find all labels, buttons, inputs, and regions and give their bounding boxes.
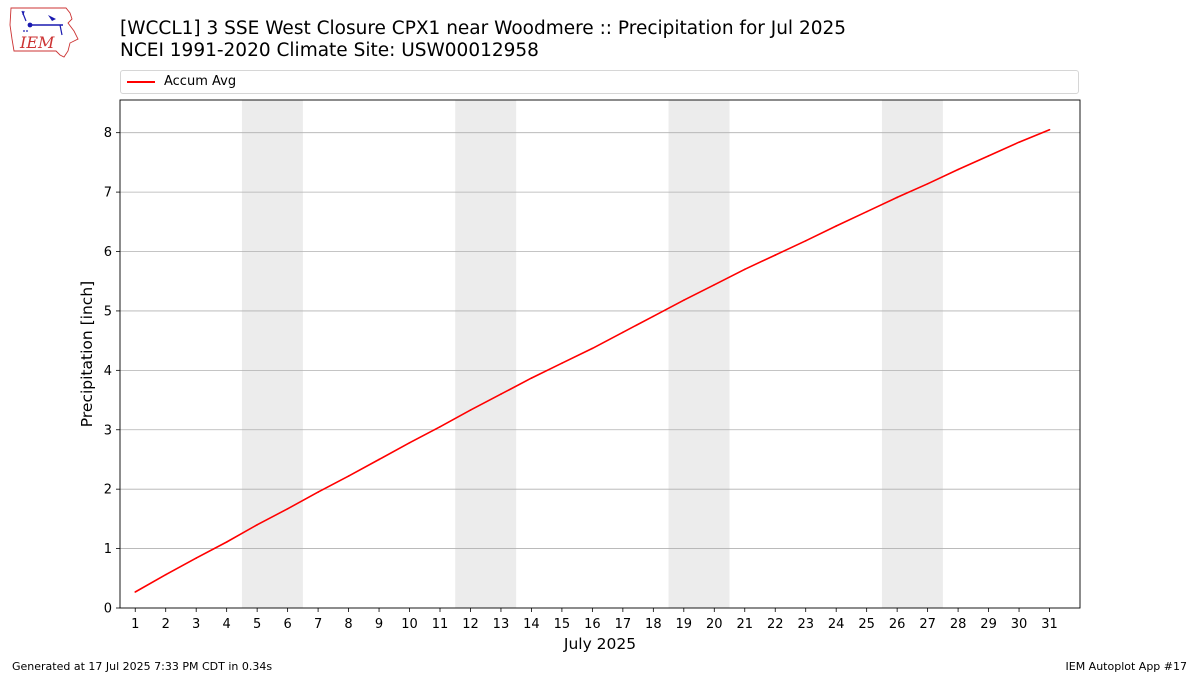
x-tick-label: 7 [314,617,322,632]
iem-logo: IEM [9,7,79,58]
data-point [774,254,777,256]
data-point [896,196,898,199]
data-point [1048,128,1051,131]
data-point [134,591,137,593]
data-point [622,331,624,334]
title-line-1: [WCCL1] 3 SSE West Closure CPX1 near Woo… [120,18,847,39]
x-tick-label: 20 [706,617,723,632]
data-point [683,299,685,302]
generated-timestamp: Generated at 17 Jul 2025 7:33 PM CDT in … [12,660,273,673]
x-tick-label: 8 [344,617,352,632]
data-point [408,442,411,444]
y-axis-label: Precipitation [inch] [78,281,96,427]
x-tick-label: 30 [1011,617,1028,632]
x-tick-label: 16 [584,617,601,632]
x-tick-label: 18 [645,617,662,632]
weekend-band [881,100,943,608]
title-line-2: NCEI 1991-2020 Climate Site: USW00012958 [120,40,539,61]
y-tick-label: 6 [104,245,112,260]
x-tick-label: 23 [797,617,814,632]
x-tick-label: 15 [554,617,571,632]
data-point [286,507,289,510]
weekend-band [241,100,303,608]
x-tick-label: 12 [462,617,479,632]
x-tick-label: 22 [767,617,784,632]
data-point [804,240,807,242]
data-point [926,182,929,185]
weekend-band [668,100,730,608]
y-tick-label: 4 [104,364,112,379]
legend: Accum Avg [120,70,1079,94]
data-point [347,475,350,477]
y-tick-label: 1 [104,542,112,557]
data-point [743,268,746,271]
data-point [713,283,716,286]
plot-frame [119,99,1081,609]
x-axis-label: July 2025 [563,635,636,653]
x-tick-label: 2 [162,617,170,632]
data-point [652,315,655,318]
data-point [530,377,533,379]
data-point [256,524,258,526]
legend-swatch [127,81,155,83]
y-tick-label: 8 [104,126,112,141]
data-point [591,347,594,350]
x-tick-label: 29 [980,617,997,632]
data-point [378,458,380,461]
y-tick-label: 2 [104,483,112,498]
x-tick-label: 13 [493,617,510,632]
logo-text: IEM [19,33,55,52]
data-point [500,393,502,395]
data-point [561,362,563,365]
chart-title: [WCCL1] 3 SSE West Closure CPX1 near Woo… [120,18,846,62]
data-point [865,210,868,213]
data-point [225,541,228,543]
y-tick-label: 3 [104,423,112,438]
x-tick-label: 10 [401,617,418,632]
x-tick-label: 9 [375,617,383,632]
data-point [469,409,472,411]
x-tick-label: 21 [736,617,753,632]
x-tick-label: 31 [1041,617,1058,632]
y-tick-label: 7 [104,186,112,201]
x-tick-label: 6 [283,617,291,632]
x-tick-label: 25 [858,617,875,632]
x-tick-label: 14 [523,617,540,632]
data-point [835,225,837,227]
x-tick-label: 5 [253,617,261,632]
data-point [957,168,959,171]
x-tick-label: 17 [615,617,632,632]
x-tick-label: 3 [192,617,200,632]
x-tick-label: 28 [950,617,967,632]
data-point [164,573,167,576]
x-tick-label: 11 [432,617,449,632]
data-point [1018,141,1020,143]
x-tick-label: 4 [223,617,231,632]
y-tick-label: 0 [104,602,112,617]
data-point [195,557,197,559]
x-tick-label: 26 [889,617,906,632]
x-tick-label: 24 [828,617,845,632]
data-point [317,491,319,493]
legend-label: Accum Avg [164,74,237,89]
data-point [987,155,990,157]
y-tick-label: 5 [104,304,112,319]
x-tick-label: 27 [919,617,936,632]
weekend-band [455,100,517,608]
x-tick-label: 19 [676,617,693,632]
app-label: IEM Autoplot App #17 [1065,660,1188,673]
x-tick-label: 1 [131,617,139,632]
data-point [439,425,441,428]
